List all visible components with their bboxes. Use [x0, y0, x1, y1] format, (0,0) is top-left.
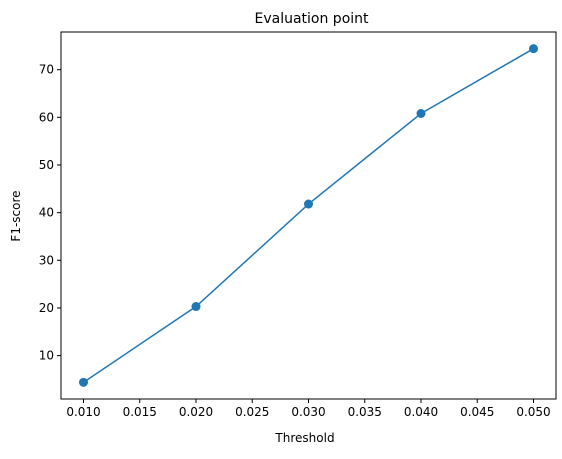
x-tick-label: 0.010: [66, 405, 100, 419]
x-tick-label: 0.020: [179, 405, 213, 419]
data-point: [416, 109, 426, 119]
x-tick-label: 0.015: [123, 405, 157, 419]
y-tick-label: 30: [39, 253, 54, 267]
y-tick-label: 50: [39, 158, 54, 172]
series-line: [83, 48, 534, 383]
y-tick-label: 40: [39, 206, 54, 220]
x-tick-label: 0.030: [291, 405, 325, 419]
y-axis-ticks: 10 20 30 40 50 60 70: [39, 63, 61, 363]
data-point: [191, 302, 201, 312]
y-tick-label: 10: [39, 349, 54, 363]
y-tick-label: 60: [39, 110, 54, 124]
x-tick-label: 0.040: [404, 405, 438, 419]
x-tick-label: 0.045: [460, 405, 494, 419]
data-point: [529, 44, 538, 54]
y-tick-label: 70: [39, 63, 54, 77]
x-axis-label: Threshold: [274, 431, 334, 445]
y-axis-label: F1-score: [9, 190, 23, 241]
x-tick-label: 0.050: [516, 405, 550, 419]
chart-title: Evaluation point: [254, 11, 369, 27]
series-layer: [79, 44, 538, 387]
plot-frame: [60, 31, 557, 400]
y-tick-label: 20: [39, 301, 54, 315]
x-tick-label: 0.035: [348, 405, 382, 419]
x-axis-ticks: 0.010 0.015 0.020 0.025 0.030 0.035 0.040 0.045…: [66, 399, 551, 419]
data-point: [304, 199, 313, 209]
data-point: [79, 377, 88, 387]
x-tick-label: 0.025: [235, 405, 269, 419]
